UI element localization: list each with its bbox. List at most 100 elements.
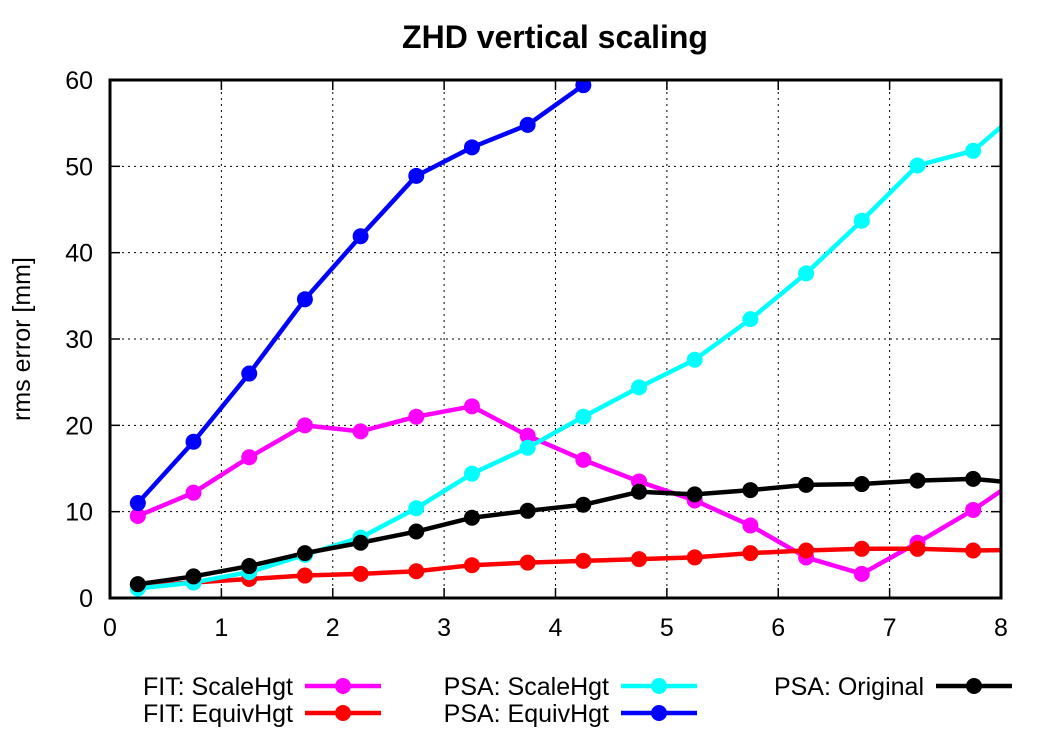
data-point <box>352 534 369 551</box>
data-point <box>742 482 759 499</box>
legend-label: FIT: ScaleHgt <box>143 673 293 701</box>
data-point <box>686 486 703 503</box>
data-point <box>296 417 313 434</box>
y-tick-label: 60 <box>65 67 93 95</box>
data-point <box>408 408 425 425</box>
data-point <box>519 116 536 133</box>
data-point <box>853 476 870 493</box>
x-tick-label: 3 <box>437 614 451 642</box>
series-layer <box>136 83 1001 591</box>
legend-swatch-marker <box>651 678 667 694</box>
grid <box>109 79 1002 599</box>
x-tick-label: 8 <box>994 614 1008 642</box>
data-point <box>352 423 369 440</box>
x-tick-label: 1 <box>214 614 228 642</box>
data-point <box>463 557 480 574</box>
data-point <box>742 545 759 562</box>
data-point <box>519 502 536 519</box>
data-point <box>408 167 425 184</box>
data-point <box>965 542 982 559</box>
data-point <box>296 545 313 562</box>
y-tick-label: 50 <box>65 153 93 181</box>
legend-label: PSA: Original <box>774 673 924 701</box>
data-point <box>408 563 425 580</box>
data-point <box>686 351 703 368</box>
x-tick-label: 7 <box>883 614 897 642</box>
data-point <box>519 439 536 456</box>
data-point <box>1021 476 1037 492</box>
y-tick-label: 10 <box>65 499 93 527</box>
data-point <box>631 551 648 568</box>
y-tick-label: 0 <box>79 585 93 613</box>
data-point <box>965 470 982 487</box>
tick-labels: 0 1 2 3 4 5 6 7 8 0 10 20 30 40 50 60 <box>65 67 1008 642</box>
data-point <box>909 472 926 489</box>
data-point <box>241 365 258 382</box>
data-point <box>742 311 759 328</box>
data-point <box>463 398 480 415</box>
data-point <box>686 549 703 566</box>
legend-label: PSA: EquivHgt <box>444 700 609 728</box>
data-point <box>1021 542 1037 558</box>
x-tick-label: 4 <box>549 614 563 642</box>
data-point <box>853 565 870 582</box>
data-point <box>129 495 146 512</box>
data-point <box>742 517 759 534</box>
data-point <box>129 576 146 593</box>
data-point <box>519 554 536 571</box>
data-point <box>798 542 815 559</box>
legend-swatch-marker <box>966 678 982 694</box>
data-point <box>631 379 648 396</box>
y-tick-label: 40 <box>65 240 93 268</box>
x-tick-label: 5 <box>660 614 674 642</box>
data-point <box>575 552 592 569</box>
plot-border <box>108 78 1003 600</box>
data-point <box>408 523 425 540</box>
legend-label: FIT: EquivHgt <box>143 700 293 728</box>
legend-label: PSA: ScaleHgt <box>444 673 609 701</box>
data-point <box>408 500 425 517</box>
data-point <box>129 507 146 524</box>
data-point <box>185 484 202 501</box>
legend-swatch-marker <box>651 705 667 721</box>
x-tick-label: 6 <box>771 614 785 642</box>
data-point <box>853 540 870 557</box>
data-point <box>463 465 480 482</box>
data-point <box>352 228 369 245</box>
data-point <box>909 157 926 174</box>
data-point <box>965 501 982 518</box>
data-point <box>352 565 369 582</box>
data-point <box>631 483 648 500</box>
data-point <box>241 558 258 575</box>
data-point <box>463 139 480 156</box>
data-point <box>965 142 982 159</box>
y-tick-label: 30 <box>65 326 93 354</box>
series-line-3 <box>136 83 585 505</box>
data-point <box>798 476 815 493</box>
x-tick-label: 0 <box>103 614 117 642</box>
data-point <box>853 212 870 229</box>
data-point <box>463 509 480 526</box>
data-point <box>798 265 815 282</box>
data-point <box>1021 464 1037 480</box>
data-point <box>296 567 313 584</box>
legend-swatch-marker <box>335 678 351 694</box>
legend-swatch-marker <box>335 705 351 721</box>
data-point <box>1021 95 1037 111</box>
data-point <box>575 408 592 425</box>
data-point <box>185 433 202 450</box>
marker-layer <box>129 80 1037 597</box>
data-point <box>575 496 592 513</box>
data-point <box>909 540 926 557</box>
y-axis-label: rms error [mm] <box>8 257 36 421</box>
data-point <box>296 291 313 308</box>
data-point <box>185 568 202 585</box>
data-point <box>575 80 592 94</box>
chart-title: ZHD vertical scaling <box>402 19 708 55</box>
x-tick-label: 2 <box>326 614 340 642</box>
data-point <box>575 451 592 468</box>
y-tick-label: 20 <box>65 412 93 440</box>
data-point <box>519 427 536 444</box>
